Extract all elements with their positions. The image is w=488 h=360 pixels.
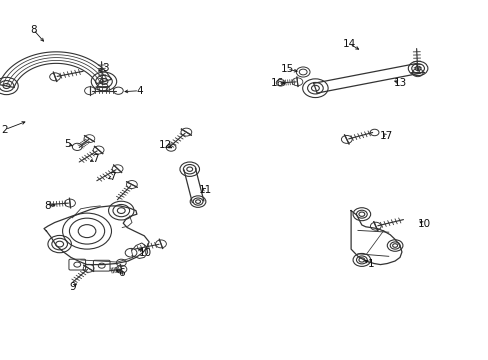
Text: 9: 9	[69, 282, 76, 292]
Text: 11: 11	[198, 185, 212, 195]
Text: 7: 7	[109, 172, 116, 182]
Text: 3: 3	[102, 63, 108, 73]
Text: 1: 1	[366, 258, 373, 269]
Text: 2: 2	[1, 125, 8, 135]
Text: 6: 6	[118, 268, 124, 278]
Text: 8: 8	[44, 201, 51, 211]
Text: 13: 13	[392, 78, 406, 88]
Text: 14: 14	[342, 39, 356, 49]
Text: 10: 10	[417, 219, 430, 229]
Text: 5: 5	[64, 139, 71, 149]
Text: 16: 16	[270, 78, 284, 88]
Text: 10: 10	[139, 248, 152, 258]
Text: 17: 17	[379, 131, 392, 141]
Text: 4: 4	[136, 86, 142, 96]
Text: 7: 7	[92, 154, 99, 164]
Text: 12: 12	[158, 140, 172, 150]
Text: 15: 15	[280, 64, 293, 74]
Text: 8: 8	[30, 24, 37, 35]
